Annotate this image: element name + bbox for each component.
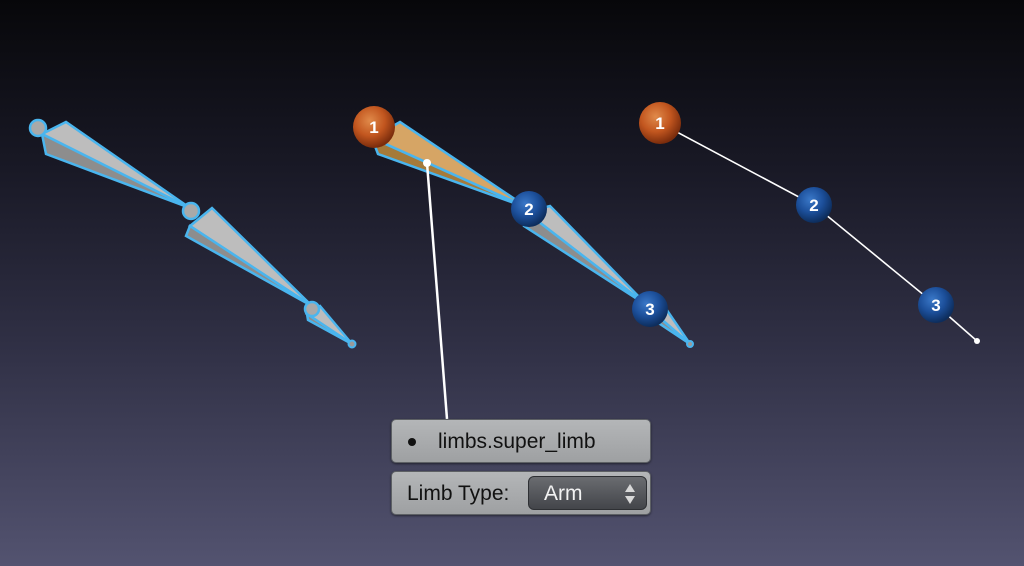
limb-type-label: Limb Type: xyxy=(407,482,510,505)
joint-marker-2[interactable]: 2 xyxy=(511,191,547,227)
selected-chain: 1 2 3 xyxy=(353,106,694,348)
joint-marker-1[interactable]: 1 xyxy=(353,106,395,148)
selected-bone-upper[interactable] xyxy=(369,120,529,210)
bone-head-joint-3[interactable] xyxy=(303,300,321,318)
bullet-icon xyxy=(408,438,416,446)
bone-lower[interactable] xyxy=(184,206,313,308)
chain-node-2[interactable]: 2 xyxy=(796,187,832,223)
chain-node-3[interactable]: 3 xyxy=(918,287,954,323)
chain-node-1[interactable]: 1 xyxy=(639,102,681,144)
up-down-arrows-icon xyxy=(625,484,635,504)
chain-end-point xyxy=(974,338,980,344)
bone-name-panel: limbs.super_limb xyxy=(391,419,651,463)
chain-line xyxy=(659,122,978,342)
bone-hand[interactable] xyxy=(304,304,353,346)
abstract-chain: 1 2 3 xyxy=(639,102,980,344)
bone-head-joint-1[interactable] xyxy=(28,118,48,138)
bone-upper[interactable] xyxy=(39,120,191,210)
joint-number: 2 xyxy=(524,200,533,219)
bone-lower[interactable] xyxy=(522,204,649,308)
callout-anchor-dot xyxy=(423,159,431,167)
limb-type-panel: Limb Type: Arm xyxy=(391,471,651,515)
limb-type-value: Arm xyxy=(544,482,583,505)
bone-tail-point xyxy=(347,339,357,349)
skeleton-rig xyxy=(28,118,357,349)
limb-type-dropdown[interactable]: Arm xyxy=(528,476,647,510)
bone-name-label: limbs.super_limb xyxy=(438,430,596,453)
node-number: 1 xyxy=(655,114,664,133)
node-number: 3 xyxy=(931,296,940,315)
bone-tail-point xyxy=(686,340,694,348)
joint-number: 3 xyxy=(645,300,654,319)
joint-number: 1 xyxy=(369,118,378,137)
callout-connector xyxy=(423,159,449,420)
node-number: 2 xyxy=(809,196,818,215)
joint-marker-3[interactable]: 3 xyxy=(632,291,668,327)
bone-head-joint-2[interactable] xyxy=(181,201,201,221)
